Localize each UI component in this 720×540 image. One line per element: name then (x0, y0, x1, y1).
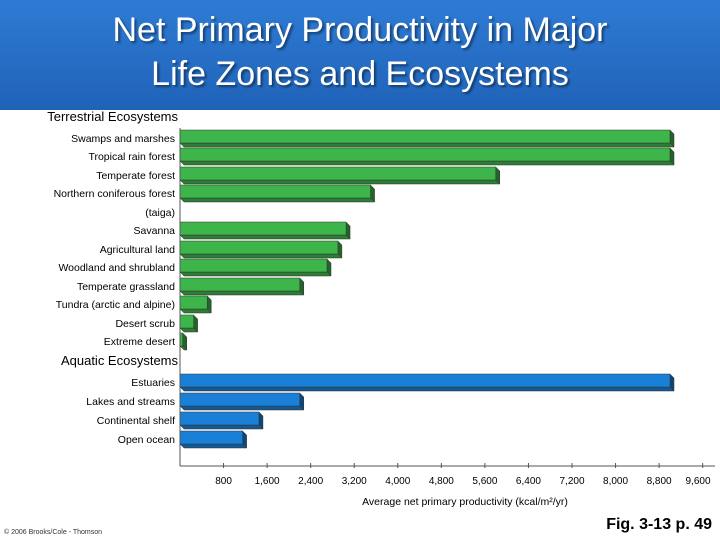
bar-1-3 (179, 430, 243, 445)
x-tick-label-10: 8,800 (647, 476, 672, 487)
category-label-0-9: Desert scrub (115, 318, 175, 330)
bar-0-4 (179, 221, 347, 236)
bar-bottom-1-0 (179, 386, 675, 392)
bar-bottom-0-5 (179, 253, 343, 259)
bar-bottom-0-0 (179, 142, 675, 148)
bar-0-3 (179, 184, 371, 199)
x-tick-label-8: 7,200 (559, 476, 584, 487)
category-label-0-8: Tundra (arctic and alpine) (56, 299, 175, 311)
bar-1-2 (179, 411, 260, 426)
bar-bottom-0-3 (179, 197, 376, 203)
category-label-0-5: Agricultural land (100, 244, 175, 256)
category-label-0-2: Temperate forest (96, 170, 175, 182)
x-tick-label-4: 4,000 (385, 476, 410, 487)
copyright-notice: © 2006 Brooks/Cole - Thomson (4, 529, 103, 536)
x-tick-label-5: 4,800 (429, 476, 454, 487)
category-label-1-0: Estuaries (131, 377, 175, 389)
category-label-1-1: Lakes and streams (86, 396, 175, 408)
bar-0-7 (179, 277, 301, 292)
x-tick-label-11: 9,600 (685, 476, 710, 487)
category-label-0-0: Swamps and marshes (71, 133, 175, 145)
category-label-1-3: Open ocean (118, 434, 175, 446)
bar-0-9 (179, 314, 194, 329)
x-tick-label-7: 6,400 (516, 476, 541, 487)
category-label-1-2: Continental shelf (97, 415, 175, 427)
bar-0-0 (179, 129, 671, 144)
bar-bottom-0-7 (179, 290, 305, 296)
bar-bottom-1-3 (179, 443, 248, 449)
bar-bottom-0-8 (179, 308, 212, 314)
x-tick-label-2: 2,400 (298, 476, 323, 487)
x-tick-label-3: 3,200 (342, 476, 367, 487)
bar-bottom-0-4 (179, 234, 351, 240)
bar-0-1 (179, 147, 671, 162)
category-label-0-7: Temperate grassland (77, 281, 175, 293)
group-label-0: Terrestrial Ecosystems (47, 109, 178, 124)
chart-title: Net Primary Productivity in Major Life Z… (112, 11, 608, 93)
x-tick-label-9: 8,000 (603, 476, 628, 487)
x-axis-label: Average net primary productivity (kcal/m… (362, 496, 568, 508)
bar-0-6 (179, 258, 328, 273)
bar-0-8 (179, 295, 208, 310)
title-banner (0, 0, 720, 110)
bar-0-5 (179, 240, 339, 255)
bar-bottom-0-2 (179, 179, 501, 185)
figure-reference: Fig. 3-13 p. 49 (606, 516, 712, 533)
bar-0-2 (179, 166, 497, 181)
bar-bottom-0-6 (179, 271, 332, 277)
category-label-0-10: Extreme desert (104, 336, 175, 348)
x-tick-label-0: 800 (215, 476, 232, 487)
bar-bottom-1-2 (179, 424, 264, 430)
bar-1-1 (179, 392, 301, 407)
category-label-0-4: Savanna (134, 225, 176, 237)
bar-bottom-0-1 (179, 160, 675, 166)
bar-1-0 (179, 373, 671, 388)
category-label-0-6: Woodland and shrubland (58, 262, 175, 274)
category-label-0-1: Tropical rain forest (88, 151, 175, 163)
group-label-1: Aquatic Ecosystems (61, 353, 179, 368)
x-tick-label-6: 5,600 (472, 476, 497, 487)
bar-bottom-1-1 (179, 405, 305, 411)
x-tick-label-1: 1,600 (255, 476, 280, 487)
category-label-0-3-line-1: (taiga) (145, 207, 175, 219)
category-label-0-3-line-0: Northern coniferous forest (54, 188, 175, 200)
